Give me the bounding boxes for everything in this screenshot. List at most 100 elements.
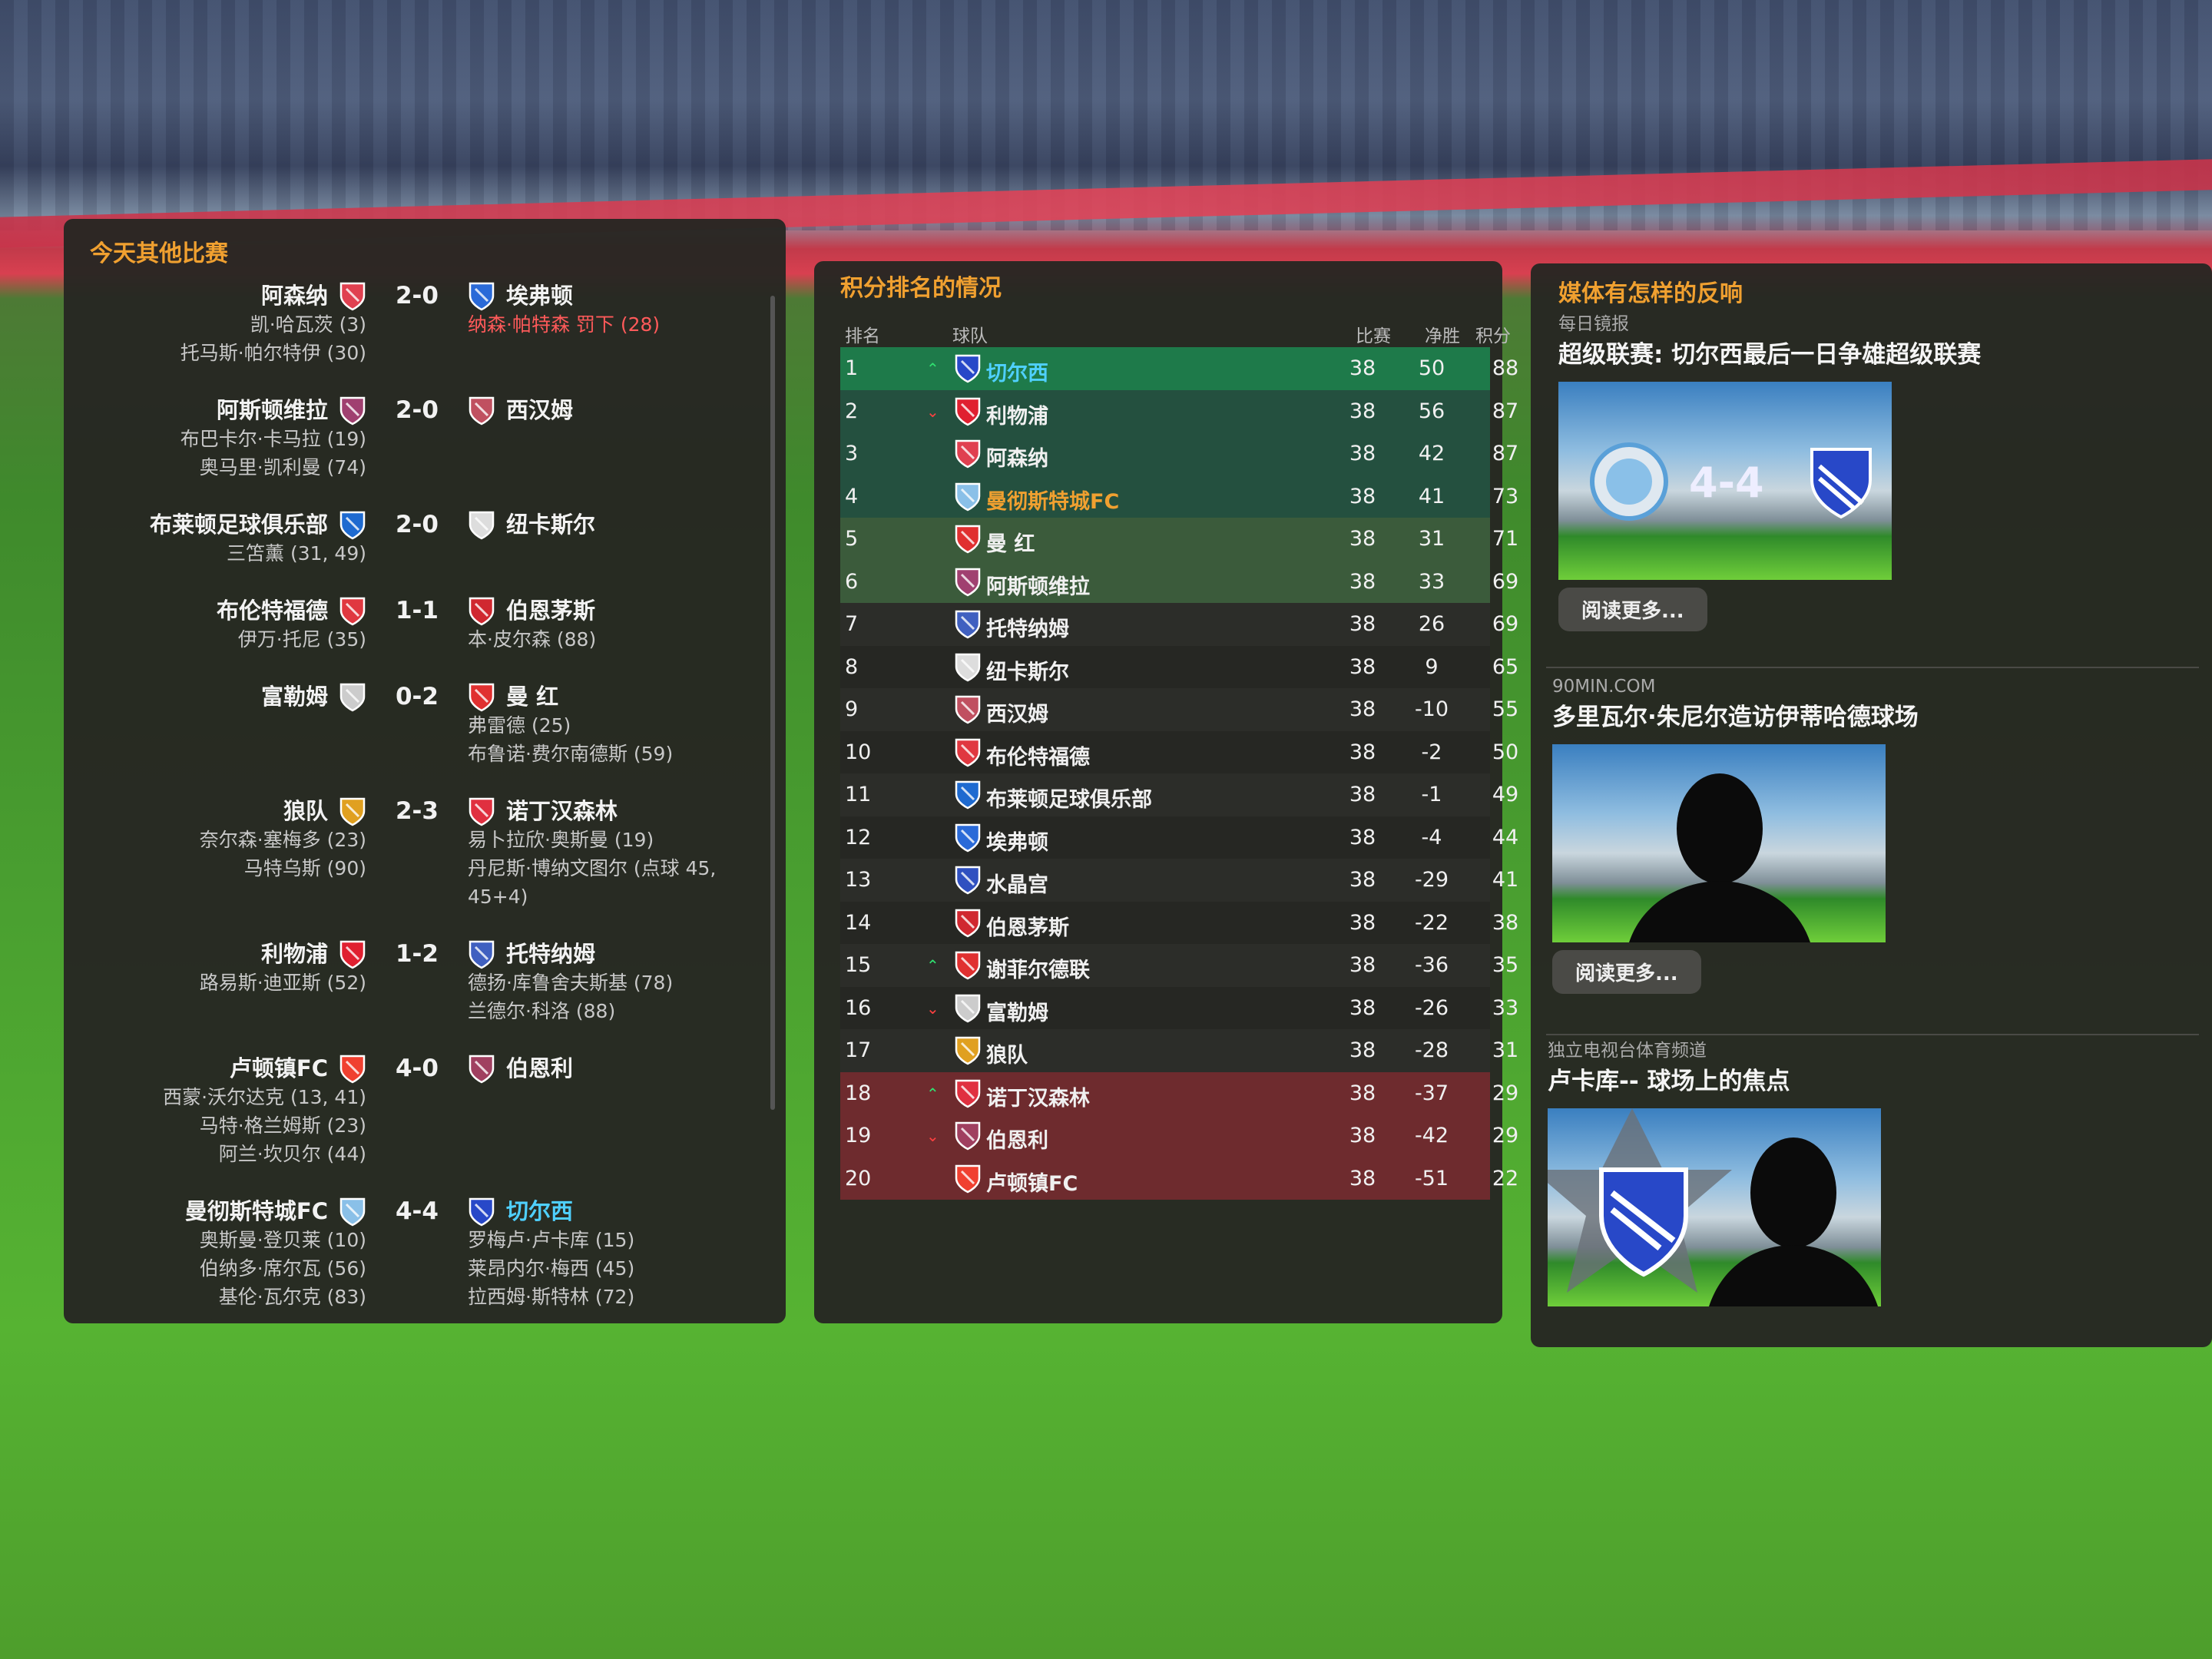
away-team-name[interactable]: 埃弗顿 [468,282,770,310]
team-crest-icon [469,797,495,826]
home-team-name[interactable]: 阿斯顿维拉 [64,396,366,425]
match-result[interactable]: 布莱顿足球俱乐部 三笘薰 (31, 49) 2-0 纽卡斯尔 [64,511,786,568]
header-played[interactable]: 比赛 [1356,326,1391,346]
goal-scorer: 西蒙·沃尔达克 (13, 41) [163,1086,366,1108]
team-crest-icon [955,354,981,383]
team-name-cell[interactable]: 水晶宫 [986,873,1048,897]
news-item[interactable]: 90MIN.COM 多里瓦尔·朱尼尔造访伊蒂哈德球场 阅读更多... [1552,675,2182,994]
header-rank[interactable]: 排名 [845,326,880,346]
match-result[interactable]: 布伦特福德 伊万·托尼 (35) 1-1 伯恩茅斯 本·皮尔森 (88) [64,597,786,654]
match-result[interactable]: 曼彻斯特城FC 奥斯曼·登贝莱 (10) 伯纳多·席尔瓦 (56) 基伦·瓦尔克 (8… [64,1197,786,1311]
team-name-cell[interactable]: 切尔西 [986,362,1048,386]
table-row[interactable]: 6 阿斯顿维拉 38 33 69 [840,560,1518,603]
table-row[interactable]: 10 布伦特福德 38 -2 50 [840,730,1518,773]
match-result[interactable]: 利物浦 路易斯·迪亚斯 (52) 1-2 托特纳姆 德扬·库鲁舍夫斯基 (78) 兰德尔·… [64,940,786,1025]
away-team-name[interactable]: 伯恩茅斯 [468,597,770,625]
team-name-cell[interactable]: 埃弗顿 [986,830,1048,855]
table-row[interactable]: 20 卢顿镇FC 38 -51 22 [840,1157,1518,1200]
header-team[interactable]: 球队 [952,326,988,346]
header-pts[interactable]: 积分 [1475,326,1511,346]
away-team-name[interactable]: 西汉姆 [468,396,770,425]
table-row[interactable]: 16 ⌄ 富勒姆 38 -26 33 [840,986,1518,1029]
home-team: 阿森纳 凯·哈瓦茨 (3) 托马斯·帕尔特伊 (30) [64,282,371,367]
rank-cell: 11 [845,783,872,806]
goal-scorer: 奥斯曼·登贝莱 (10) [199,1229,366,1251]
home-team-name[interactable]: 利物浦 [64,940,366,969]
away-team-name[interactable]: 伯恩利 [468,1055,770,1083]
table-row[interactable]: 17 狼队 38 -28 31 [840,1029,1518,1072]
table-row[interactable]: 19 ⌄ 伯恩利 38 -42 29 [840,1114,1518,1157]
table-row[interactable]: 13 水晶宫 38 -29 41 [840,859,1518,902]
away-team-name[interactable]: 纽卡斯尔 [468,511,770,539]
home-team-name[interactable]: 狼队 [64,797,366,826]
team-name-cell[interactable]: 阿斯顿维拉 [986,575,1090,599]
goal-scorer: 德扬·库鲁舍夫斯基 (78) [468,972,674,994]
team-name-cell[interactable]: 布伦特福德 [986,745,1090,770]
team-name-cell[interactable]: 谢菲尔德联 [986,959,1090,982]
goal-scorer: 拉西姆·斯特林 (72) [468,1286,635,1308]
away-team: 诺丁汉森林 易卜拉欣·奥斯曼 (19) 丹尼斯·博纳文图尔 (点球 45, 45+4… [463,797,770,911]
table-row[interactable]: 12 埃弗顿 38 -4 44 [840,816,1518,859]
home-team-name[interactable]: 布莱顿足球俱乐部 [64,511,366,539]
match-result[interactable]: 阿斯顿维拉 布巴卡尔·卡马拉 (19) 奥马里·凯利曼 (74) 2-0 西汉姆 [64,396,786,482]
team-name-cell[interactable]: 卢顿镇FC [986,1171,1078,1196]
points-cell: 87 [1492,399,1519,423]
scrollbar[interactable] [770,296,775,1110]
news-item[interactable]: 每日镜报 超级联赛: 切尔西最后一日争雄超级联赛 4-4 阅读更多... [1558,313,2188,631]
home-team-name[interactable]: 卢顿镇FC [64,1055,366,1083]
team-crest-icon [955,823,981,852]
news-headline[interactable]: 超级联赛: 切尔西最后一日争雄超级联赛 [1558,341,1982,369]
match-result[interactable]: 狼队 奈尔森·塞梅多 (23) 马特乌斯 (90) 2-3 诺丁汉森林 易卜拉欣·奥斯曼 … [64,797,786,911]
team-name-cell[interactable]: 利物浦 [986,404,1048,429]
news-item[interactable]: 独立电视台体育频道 卢卡库-- 球场上的焦点 [1548,1039,2177,1306]
team-name-cell[interactable]: 曼 红 [986,532,1035,556]
home-team-name[interactable]: 阿森纳 [64,282,366,310]
goal-difference-cell: 50 [1418,356,1445,380]
table-row[interactable]: 4 曼彻斯特城FC 38 41 73 [840,475,1518,518]
table-row[interactable]: 7 托特纳姆 38 26 69 [840,603,1518,646]
team-name-cell[interactable]: 布莱顿足球俱乐部 [986,788,1152,812]
team-name-cell[interactable]: 狼队 [986,1044,1028,1068]
away-team-name[interactable]: 诺丁汉森林 [468,797,770,826]
table-row[interactable]: 14 伯恩茅斯 38 -22 38 [840,901,1518,944]
team-name-cell[interactable]: 诺丁汉森林 [986,1086,1090,1111]
match-result[interactable]: 卢顿镇FC 西蒙·沃尔达克 (13, 41) 马特·格兰姆斯 (23) 阿兰·坎贝尔 … [64,1055,786,1168]
table-row[interactable]: 9 西汉姆 38 -10 55 [840,688,1518,731]
away-team-name[interactable]: 曼 红 [468,683,770,711]
match-score: 1-1 [395,597,439,624]
table-row[interactable]: 18 ⌃ 诺丁汉森林 38 -37 29 [840,1071,1518,1114]
table-row[interactable]: 2 ⌄ 利物浦 38 56 87 [840,389,1518,432]
away-team-name[interactable]: 托特纳姆 [468,940,770,969]
silhouette-head-icon [1750,1137,1836,1248]
match-result[interactable]: 富勒姆 0-2 曼 红弗雷德 (25) 布鲁诺·费尔南德斯 (59) [64,683,786,768]
team-crest-icon [339,1055,366,1083]
table-row[interactable]: 15 ⌃ 谢菲尔德联 38 -36 35 [840,944,1518,987]
team-name-cell[interactable]: 纽卡斯尔 [986,660,1069,684]
table-row[interactable]: 8 纽卡斯尔 38 9 65 [840,645,1518,688]
match-score: 2-0 [395,511,439,538]
home-team-name[interactable]: 富勒姆 [64,683,366,711]
read-more-button[interactable]: 阅读更多... [1558,588,1707,631]
table-row[interactable]: 1 ⌃ 切尔西 38 50 88 [840,347,1518,390]
team-name-cell[interactable]: 伯恩利 [986,1129,1048,1153]
match-result[interactable]: 阿森纳 凯·哈瓦茨 (3) 托马斯·帕尔特伊 (30) 2-0 埃弗顿 纳森·帕特森 罚下… [64,282,786,367]
goal-difference-cell: -22 [1414,910,1449,935]
team-name-cell[interactable]: 托特纳姆 [986,618,1069,641]
home-team-name[interactable]: 布伦特福德 [64,597,366,625]
points-cell: 29 [1492,1081,1519,1105]
team-name-cell[interactable]: 阿森纳 [986,447,1048,471]
table-row[interactable]: 11 布莱顿足球俱乐部 38 -1 49 [840,773,1518,816]
table-row[interactable]: 5 曼 红 38 31 71 [840,518,1518,561]
read-more-button[interactable]: 阅读更多... [1552,950,1701,994]
table-row[interactable]: 3 阿森纳 38 42 87 [840,432,1518,475]
team-name-cell[interactable]: 富勒姆 [986,1001,1048,1025]
points-cell: 73 [1492,484,1519,508]
away-team-name[interactable]: 切尔西 [468,1197,770,1226]
home-team-name[interactable]: 曼彻斯特城FC [64,1197,366,1226]
news-headline[interactable]: 卢卡库-- 球场上的焦点 [1548,1068,1790,1095]
news-headline[interactable]: 多里瓦尔·朱尼尔造访伊蒂哈德球场 [1552,704,1919,731]
team-name-cell[interactable]: 西汉姆 [986,703,1048,727]
team-name-cell[interactable]: 伯恩茅斯 [986,916,1069,940]
header-gd[interactable]: 净胜 [1425,326,1460,346]
team-name-cell[interactable]: 曼彻斯特城FC [986,489,1120,514]
